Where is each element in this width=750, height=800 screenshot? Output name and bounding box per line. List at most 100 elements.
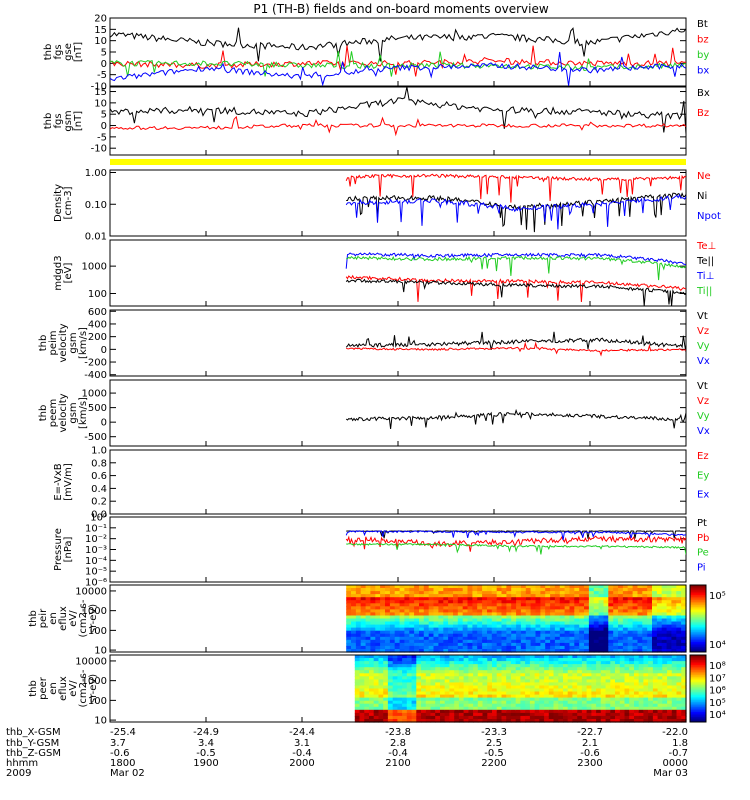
spectrogram-cell bbox=[378, 664, 384, 668]
spectrogram-cell bbox=[473, 712, 479, 717]
spectrogram-cell bbox=[392, 700, 398, 705]
spectrogram-cell bbox=[681, 709, 687, 714]
spectrogram-cell bbox=[584, 585, 590, 589]
spectrogram-cell bbox=[584, 594, 590, 598]
spectrogram-cell bbox=[421, 667, 427, 671]
colorbar-cell bbox=[690, 585, 706, 588]
spectrogram-cell bbox=[510, 697, 517, 702]
spectrogram-cell bbox=[598, 594, 605, 598]
spectrogram-cell bbox=[444, 667, 450, 671]
spectrogram-cell bbox=[520, 658, 526, 662]
spectrogram-cell bbox=[591, 670, 597, 674]
spectrogram-cell bbox=[487, 597, 493, 601]
spectrogram-cell bbox=[351, 585, 357, 589]
spectrogram-cell bbox=[496, 609, 503, 613]
colorbar-cell bbox=[690, 642, 706, 645]
spectrogram-cell bbox=[600, 661, 607, 665]
spectrogram-cell bbox=[574, 615, 580, 620]
spectrogram-cell bbox=[569, 642, 575, 647]
spectrogram-cell bbox=[457, 649, 464, 653]
spectrogram-cell bbox=[627, 603, 634, 607]
colorbar-cell bbox=[690, 656, 706, 659]
spectrogram-cell bbox=[354, 670, 361, 674]
spectrogram-cell bbox=[435, 691, 441, 696]
spectrogram-cell bbox=[530, 618, 537, 623]
spectrogram-cell bbox=[603, 630, 609, 635]
spectrogram-cell bbox=[564, 600, 571, 604]
spectrogram-cell bbox=[463, 667, 469, 671]
spectrogram-cell bbox=[457, 633, 464, 638]
spectrogram-cell bbox=[624, 661, 630, 665]
spectrogram-cell bbox=[394, 633, 401, 638]
spectrogram-cell bbox=[681, 633, 687, 638]
spectrogram-cell bbox=[558, 673, 564, 677]
spectrogram-cell bbox=[404, 615, 410, 620]
spectrogram-cell bbox=[520, 639, 527, 644]
spectrogram-cell bbox=[593, 630, 600, 635]
spectrogram-cell bbox=[550, 636, 556, 641]
spectrogram-cell bbox=[482, 709, 488, 714]
spectrogram-cell bbox=[421, 694, 427, 699]
spectrogram-cell bbox=[534, 679, 540, 683]
spectrogram-cell bbox=[666, 612, 673, 616]
spectrogram-cell bbox=[360, 600, 367, 604]
spectrogram-cell bbox=[584, 597, 590, 601]
spectrogram-cell bbox=[380, 591, 386, 595]
spectrogram-cell bbox=[525, 633, 532, 638]
spectrogram-cell bbox=[448, 585, 454, 589]
spectrogram-cell bbox=[364, 703, 370, 708]
spectrogram-cell bbox=[596, 709, 602, 714]
spectrogram-cell bbox=[600, 697, 607, 702]
spectrogram-cell bbox=[406, 655, 413, 659]
spectrogram-cell bbox=[534, 673, 540, 677]
spectrogram-cell bbox=[423, 621, 430, 626]
legend-vx: Vx bbox=[697, 356, 710, 367]
spectrogram-cell bbox=[383, 670, 389, 674]
spectrogram-cell bbox=[671, 618, 677, 623]
spectrogram-cell bbox=[572, 688, 578, 693]
spectrogram-cell bbox=[501, 676, 507, 680]
spectrogram-cell bbox=[588, 618, 595, 623]
spectrogram-cell bbox=[586, 679, 592, 683]
spectrogram-cell bbox=[458, 664, 465, 668]
spectrogram-cell bbox=[629, 691, 635, 696]
spectrogram-cell bbox=[530, 603, 537, 607]
spectrogram-cell bbox=[346, 609, 352, 613]
spectrogram-cell bbox=[421, 697, 427, 702]
spectrogram-cell bbox=[605, 691, 611, 696]
spectrogram-cell bbox=[444, 706, 450, 711]
spectrogram-cell bbox=[414, 612, 420, 616]
spectrogram-cell bbox=[443, 585, 449, 589]
spectrogram-cell bbox=[411, 667, 417, 671]
spectrogram-cell bbox=[618, 639, 624, 644]
spectrogram-cell bbox=[462, 609, 469, 613]
spectrogram-cell bbox=[586, 688, 592, 693]
spectrogram-cell bbox=[554, 621, 561, 626]
spectrogram-cell bbox=[624, 679, 630, 683]
spectrogram-cell bbox=[652, 703, 659, 708]
spectrogram-cell bbox=[618, 588, 624, 592]
spectrogram-cell bbox=[676, 606, 682, 610]
spectrogram-cell bbox=[383, 661, 389, 665]
spectrogram-cell bbox=[369, 670, 375, 674]
spectrogram-cell bbox=[472, 642, 478, 647]
spectrogram-cell bbox=[385, 600, 391, 604]
spectrogram-cell bbox=[629, 673, 635, 677]
spectrogram-cell bbox=[435, 703, 441, 708]
spectrogram-cell bbox=[657, 679, 663, 683]
spectrogram-cell bbox=[615, 658, 621, 662]
spectrogram-cell bbox=[525, 621, 532, 626]
spectrogram-cell bbox=[511, 600, 517, 604]
legend-ex: Ex bbox=[697, 490, 709, 501]
spectrogram-cell bbox=[468, 655, 474, 659]
spectrogram-cell bbox=[525, 649, 532, 653]
y-label-line: [km/s] bbox=[78, 397, 89, 429]
spectrogram-cell bbox=[681, 700, 687, 705]
spectrogram-cell bbox=[411, 712, 417, 717]
spectrogram-cell bbox=[525, 673, 531, 677]
spectrogram-cell bbox=[448, 597, 454, 601]
spectrogram-cell bbox=[389, 594, 396, 598]
spectrogram-cell bbox=[402, 667, 408, 671]
y-axis-label: mdgd3 [eV] bbox=[53, 255, 74, 290]
spectrogram-cell bbox=[487, 682, 493, 686]
